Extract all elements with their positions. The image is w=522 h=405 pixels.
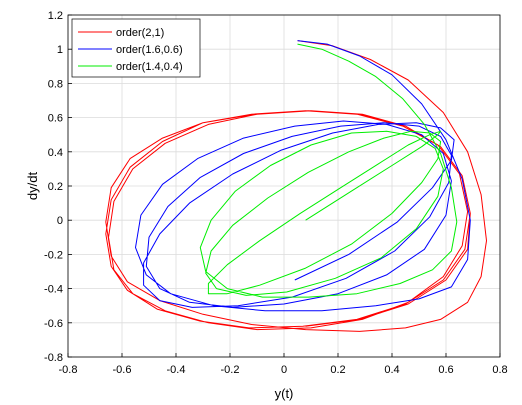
series-line-3 (199, 43, 458, 298)
y-tick-label: 0.8 (48, 78, 63, 90)
x-tick-label: -0.4 (167, 364, 186, 376)
x-tick-label: 0.4 (384, 364, 399, 376)
x-tick-label: -0.6 (113, 364, 132, 376)
series-line-1 (105, 40, 487, 332)
y-tick-label: -0.8 (44, 352, 63, 364)
legend-label-1: order(2,1) (116, 27, 164, 39)
x-tick-label: 0 (281, 364, 287, 376)
y-tick-label: 0.2 (48, 181, 63, 193)
x-tick-label: 0.2 (330, 364, 345, 376)
x-tick-label: 0.8 (492, 364, 507, 376)
series-group (105, 40, 487, 332)
series-line-2 (135, 40, 471, 312)
ticks: -0.8 -0.6 -0.4 -0.2 0 0.2 0.4 0.6 0.8 -0.8 -0.6 -0.… (44, 10, 508, 376)
x-tick-label: 0.6 (438, 364, 453, 376)
x-axis-label: y(t) (275, 386, 294, 401)
x-tick-label: -0.8 (59, 364, 78, 376)
y-tick-label: 1.2 (48, 10, 63, 22)
y-tick-label: 0.4 (48, 147, 63, 159)
y-axis-label: dy/dt (25, 172, 40, 201)
y-tick-label: 0.6 (48, 113, 63, 125)
legend-box (71, 18, 201, 78)
y-tick-label: -0.6 (44, 318, 63, 330)
y-tick-label: 0 (57, 215, 63, 227)
y-tick-label: -0.2 (44, 249, 63, 261)
x-tick-label: -0.2 (221, 364, 240, 376)
legend-label-2: order(1.6,0.6) (116, 44, 183, 56)
legend-label-3: order(1.4,0.4) (116, 61, 183, 73)
legend: order(2,1) order(1.6,0.6) order(1.4,0.4) (71, 18, 201, 78)
y-tick-label: 1 (57, 44, 63, 56)
y-tick-label: -0.4 (44, 284, 63, 296)
